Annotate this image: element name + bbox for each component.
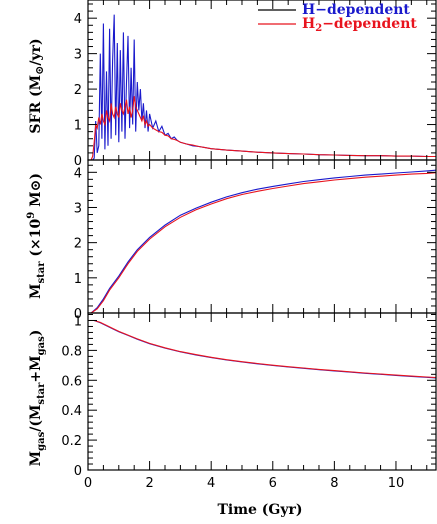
ylabel-mstar: Mstar (×109 M⊙) [26, 173, 47, 299]
ylabel-sfr-sun: ⊙ [33, 66, 46, 75]
legend-h2-sub: 2 [315, 23, 322, 34]
ylabel-gasfrac-mid: /(M [28, 405, 44, 432]
ylabel-gasfrac-m: M [28, 451, 44, 467]
xtick-label: 10 [388, 476, 405, 491]
xtick-label: 2 [145, 476, 153, 491]
series-line-h2-dependent-bottom [88, 319, 437, 379]
ytick-label-bottom: 0 [74, 464, 82, 479]
panel-bottom: 00.20.40.60.810 2 4 6 8 10 [61, 312, 437, 491]
series-line-h-dependent-top [91, 14, 436, 161]
ylabel-gasfrac-sub2: star [36, 382, 47, 405]
ylabel-gasfrac-close: ) [28, 330, 44, 337]
xtick-label: 6 [269, 476, 277, 491]
legend-label-h2-dependent: H2−dependent [302, 16, 417, 34]
ylabel-gasfrac-sub3: gas [36, 336, 47, 355]
ytick-label-top: 0 [74, 154, 82, 169]
ytick-label-bottom: 0.6 [61, 374, 82, 389]
ylabel-gasfrac-plus: +M [28, 355, 44, 382]
ytick-label-middle: 4 [74, 166, 82, 181]
legend-h2-rest: −dependent [322, 16, 417, 32]
legend: H−dependent H2−dependent [258, 2, 417, 34]
ytick-label-top: 1 [74, 119, 82, 134]
ytick-label-bottom: 0.8 [61, 344, 82, 359]
ylabel-sfr-text: SFR (M [28, 75, 44, 134]
ytick-label-bottom: 0.2 [61, 434, 82, 449]
series-line-h2-dependent-middle [90, 172, 437, 314]
ytick-label-bottom: 1 [74, 314, 82, 329]
ytick-label-middle: 0 [74, 307, 82, 322]
axes-frame-middle [87, 159, 437, 314]
ytick-label-middle: 3 [74, 201, 82, 216]
legend-h2-prefix: H [302, 16, 315, 32]
legend-label-h-dependent: H−dependent [302, 2, 410, 18]
ytick-label-middle: 2 [74, 237, 82, 252]
ylabel-sfr: SFR (M⊙/yr) [28, 38, 46, 133]
xtick-label: 0 [84, 476, 92, 491]
ylabel-gasfrac-sub: gas [36, 431, 47, 450]
axes-frame-bottom [87, 312, 437, 471]
panel-top: 0 1 2 3 4 [74, 0, 437, 169]
ylabel-mstar-m: M [28, 283, 44, 299]
xlabel: Time (Gyr) [217, 502, 302, 518]
ytick-label-top: 3 [74, 48, 82, 63]
series-line-h2-dependent-top [90, 96, 436, 161]
ytick-label-bottom: 0.4 [61, 404, 82, 419]
ylabel-mstar-sun: M⊙) [28, 173, 44, 212]
ytick-label-top: 4 [74, 12, 82, 27]
ytick-label-middle: 1 [74, 272, 82, 287]
ylabel-gasfrac: Mgas/(Mstar+Mgas) [28, 330, 47, 467]
series-line-h-dependent-middle [90, 169, 437, 314]
ylabel-sfr-unit: /yr) [28, 38, 44, 65]
panel-middle: 0 1 2 3 4 [74, 159, 437, 322]
ylabel-mstar-sub: star [36, 261, 47, 284]
xtick-label: 8 [330, 476, 338, 491]
xtick-label: 4 [207, 476, 215, 491]
ylabel-mstar-unit: (×10 [28, 218, 44, 261]
series-line-h-dependent-bottom [88, 319, 437, 379]
ylabel-mstar-exp: 9 [26, 212, 37, 219]
ytick-label-top: 2 [74, 83, 82, 98]
